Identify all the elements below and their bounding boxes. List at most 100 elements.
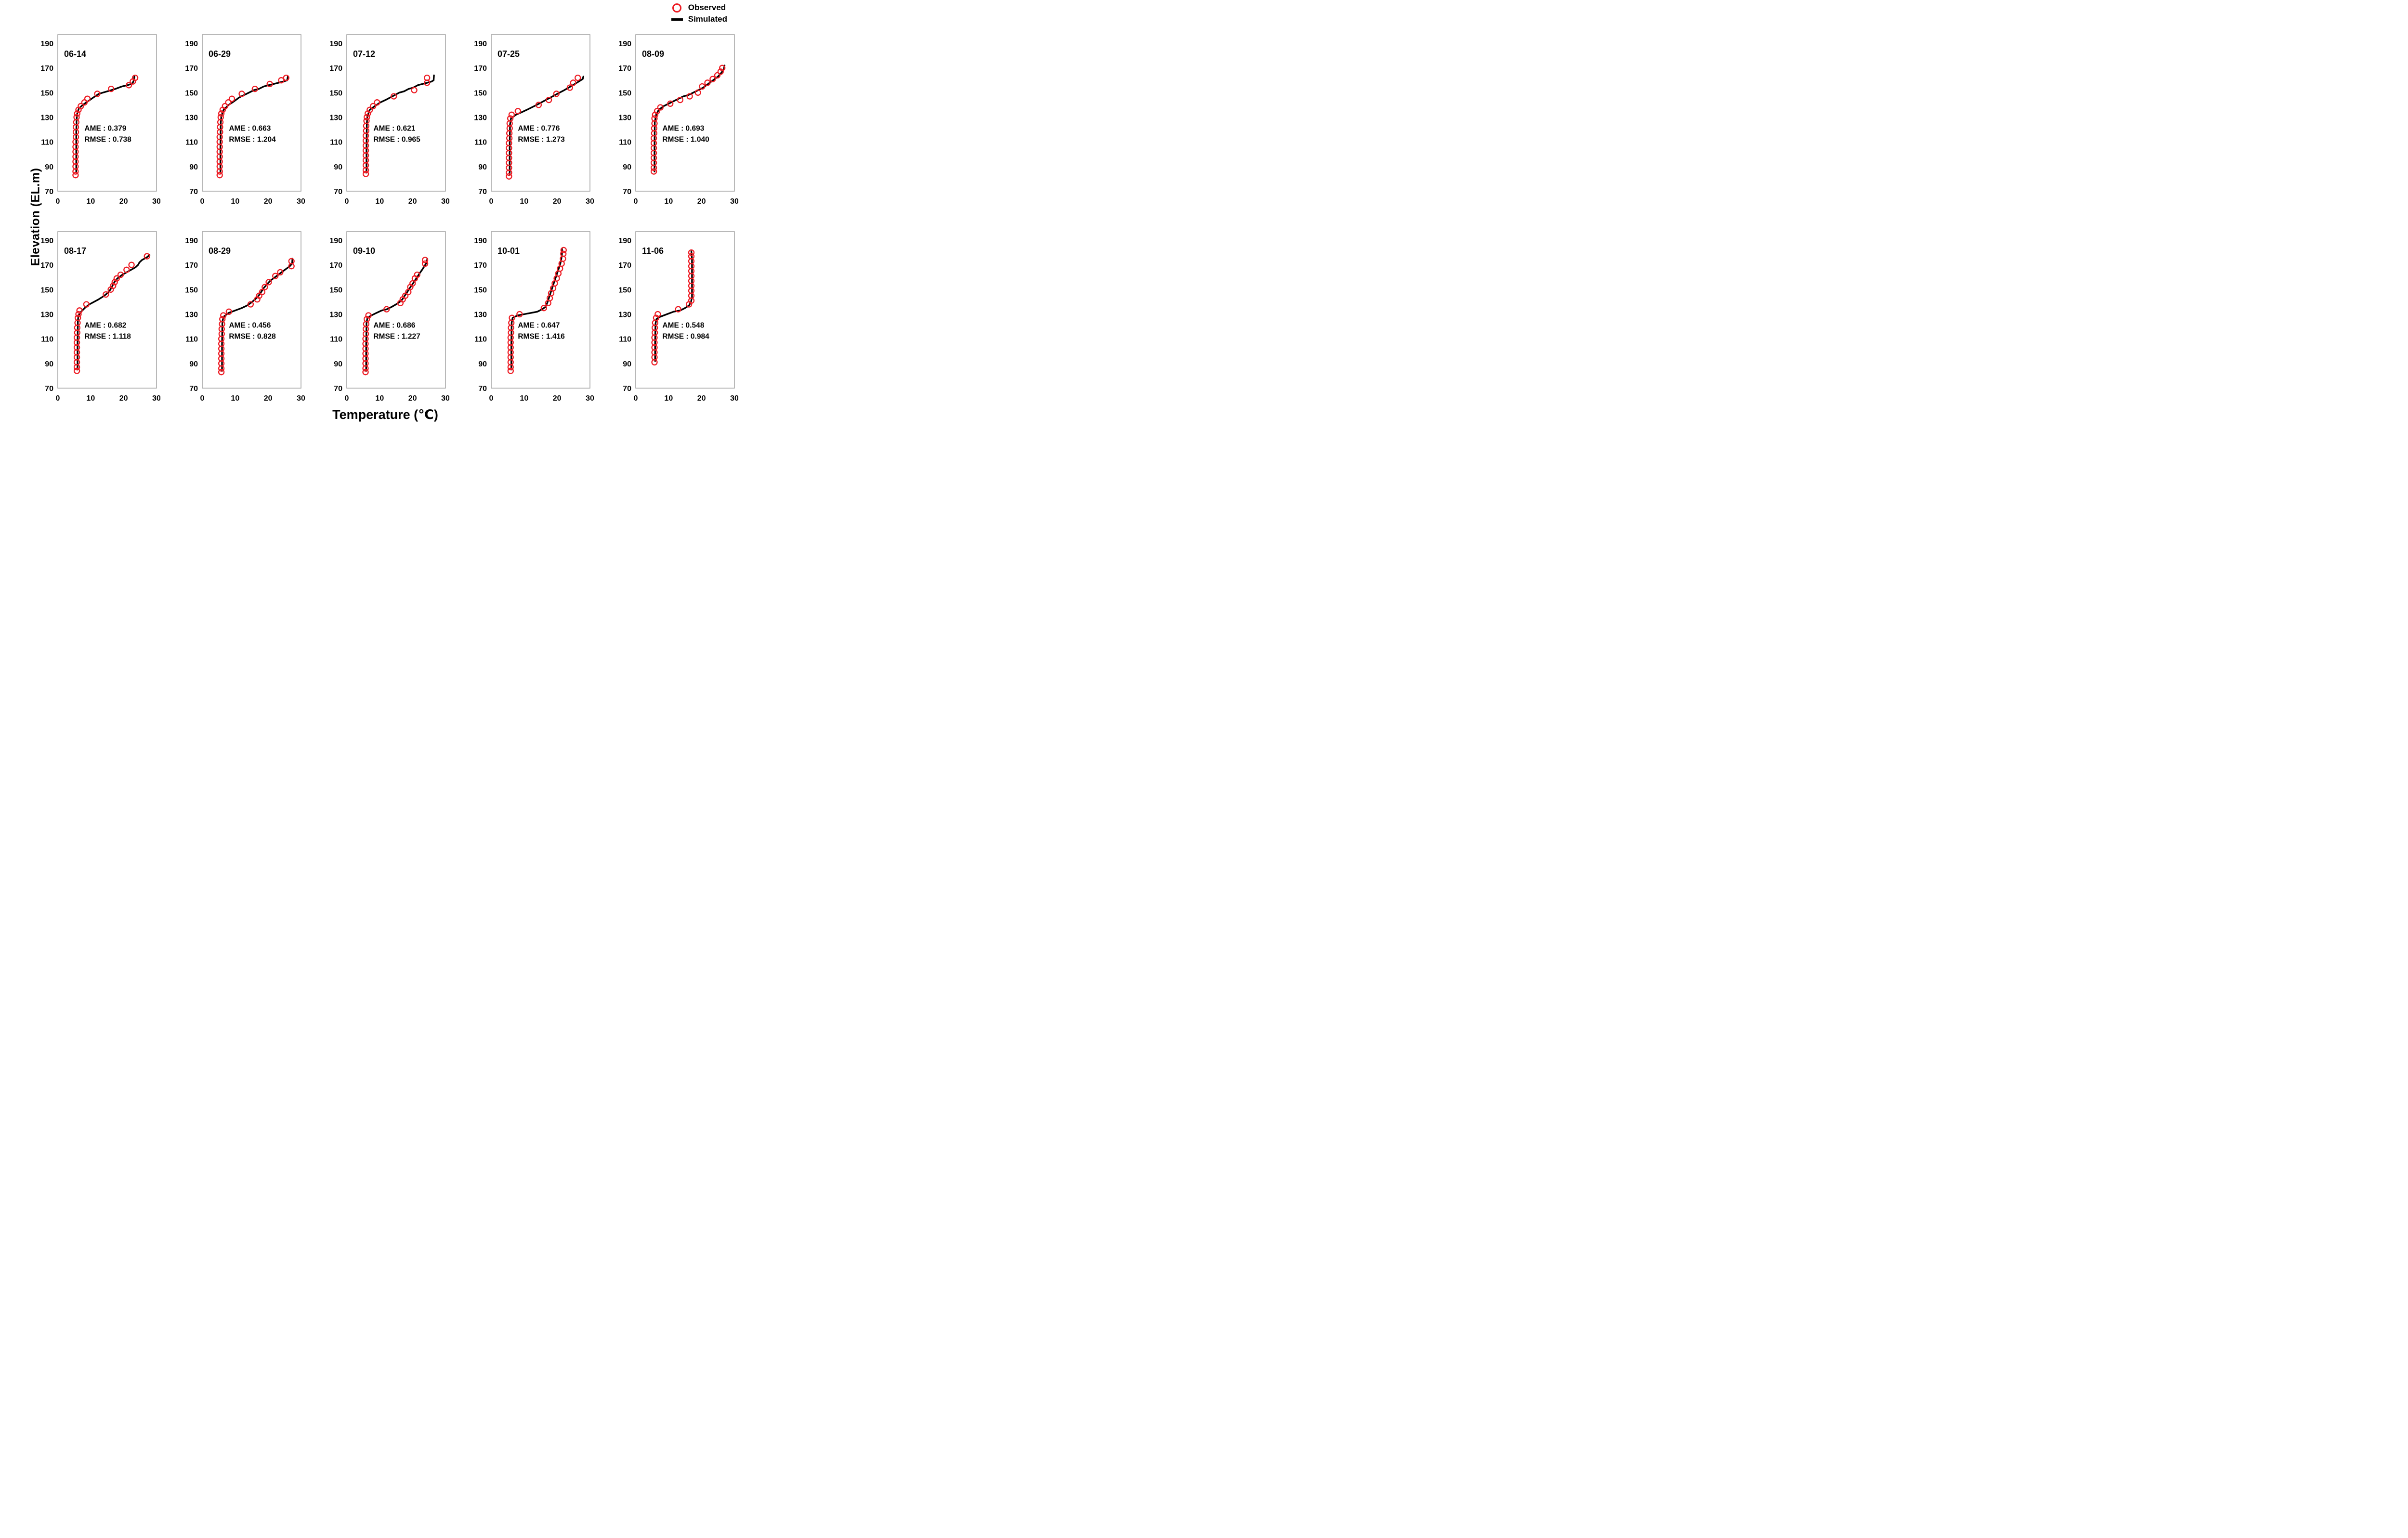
legend-observed-label: Observed (688, 3, 726, 12)
observed-point (704, 79, 711, 86)
y-tick-label: 70 (478, 188, 487, 196)
observed-point (247, 301, 254, 308)
y-tick-label: 110 (41, 139, 53, 147)
y-tick-label: 110 (185, 336, 198, 344)
y-tick-label: 150 (185, 89, 198, 97)
rmse-label: RMSE : 0.965 (373, 136, 420, 144)
y-tick-label: 170 (474, 261, 487, 270)
y-tick-label: 90 (189, 360, 198, 368)
y-tick-label: 90 (478, 163, 487, 171)
x-tick-label: 20 (119, 394, 128, 403)
x-tick-label: 0 (634, 394, 638, 403)
x-tick-label: 0 (200, 394, 205, 403)
observed-point (283, 74, 289, 81)
observed-point (364, 316, 370, 323)
observed-point (688, 253, 695, 260)
y-tick-label: 190 (185, 40, 198, 48)
observed-point (74, 110, 80, 117)
subplot-09-10: 190 170 150 130 110 90 700 10 20 30 09-10 AME : 0.6… (329, 231, 449, 403)
subplot-grid: 190 170 150 130 110 90 70 0 10 20 30 06-14 AME : 0.3… (0, 0, 742, 430)
x-tick-label: 20 (119, 197, 128, 206)
observed-point (272, 273, 279, 279)
observed-point (506, 173, 512, 180)
rmse-label: RMSE : 0.984 (662, 333, 709, 341)
x-tick-label: 10 (86, 394, 95, 403)
x-tick-label: 0 (56, 394, 60, 403)
observed-point (278, 77, 285, 84)
y-tick-label: 150 (185, 286, 198, 294)
y-tick-label: 150 (474, 286, 487, 294)
y-tick-label: 170 (40, 65, 53, 73)
y-tick-label: 90 (45, 163, 53, 171)
observed-point (686, 93, 693, 100)
observed-point (94, 91, 101, 97)
observed-point (363, 117, 370, 124)
observed-point (131, 74, 139, 81)
y-tick-label: 110 (474, 336, 487, 344)
x-axis-title: Temperature (℃) (332, 407, 438, 422)
panel-date-label: 09-10 (353, 246, 375, 256)
x-tick-label: 20 (553, 394, 562, 403)
panel-date-label: 08-17 (64, 246, 86, 256)
simulated-line (365, 258, 429, 372)
observed-point (251, 85, 258, 92)
x-tick-label: 20 (408, 394, 417, 403)
observed-point (509, 314, 515, 321)
observed-point (144, 253, 150, 260)
observed-point (364, 114, 370, 121)
y-tick-label: 90 (623, 163, 631, 171)
x-tick-label: 30 (152, 394, 160, 403)
x-tick-label: 0 (56, 197, 60, 206)
y-tick-label: 110 (619, 139, 631, 147)
y-tick-label: 170 (185, 65, 198, 73)
observed-point (277, 269, 284, 276)
y-tick-label: 70 (45, 188, 53, 196)
rmse-label: RMSE : 0.738 (84, 136, 131, 144)
observed-series (362, 257, 429, 376)
x-tick-label: 30 (586, 197, 594, 206)
x-tick-label: 20 (697, 394, 706, 403)
ame-label: AME : 0.686 (373, 322, 415, 330)
panel-date-label: 06-14 (64, 49, 86, 59)
observed-point (714, 72, 721, 79)
rmse-label: RMSE : 1.204 (229, 136, 276, 144)
y-tick-label: 130 (185, 311, 198, 319)
ame-label: AME : 0.621 (373, 125, 415, 133)
y-tick-label: 110 (41, 336, 53, 344)
x-tick-label: 0 (489, 394, 494, 403)
ame-label: AME : 0.663 (229, 125, 271, 133)
x-tick-label: 0 (200, 197, 205, 206)
observed-point (507, 115, 514, 122)
rmse-label: RMSE : 1.227 (373, 333, 420, 341)
subplot-11-06: 190 170 150 130 110 90 700 10 20 30 11-06 AME : 0.5… (618, 231, 738, 403)
observed-series (218, 258, 295, 376)
observed-point (560, 247, 567, 254)
observed-marker-icon (671, 3, 683, 13)
y-tick-label: 150 (474, 89, 487, 97)
panel-date-label: 10-01 (497, 246, 520, 256)
y-tick-label: 190 (185, 237, 198, 245)
observed-series (73, 253, 150, 374)
observed-point (653, 314, 660, 321)
observed-point (391, 93, 397, 100)
observed-point (110, 282, 117, 289)
observed-point (216, 172, 223, 179)
observed-point (383, 306, 390, 313)
observed-point (238, 91, 245, 97)
subplot-07-12: 190 170 150 130 110 90 700 10 20 30 07-12 AME : 0.6… (329, 34, 449, 206)
subplot-07-25: 190 170 150 130 110 90 700 10 20 30 07-25 AME : 0.7… (474, 34, 594, 206)
observed-series (506, 74, 581, 180)
y-tick-label: 110 (330, 336, 342, 344)
observed-point (675, 306, 681, 313)
y-tick-label: 170 (329, 261, 342, 270)
observed-point (535, 102, 542, 108)
y-tick-label: 170 (618, 261, 631, 270)
observed-point (123, 266, 130, 273)
y-tick-label: 90 (623, 360, 631, 368)
observed-point (409, 280, 416, 287)
observed-point (228, 95, 236, 102)
y-tick-label: 130 (329, 311, 342, 319)
observed-point (259, 288, 266, 296)
subplot-10-01: 190 170 150 130 110 90 700 10 20 30 10-01 AME : 0.6… (474, 231, 594, 403)
observed-point (225, 308, 232, 315)
